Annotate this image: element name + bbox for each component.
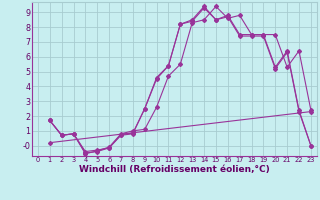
X-axis label: Windchill (Refroidissement éolien,°C): Windchill (Refroidissement éolien,°C) (79, 165, 270, 174)
